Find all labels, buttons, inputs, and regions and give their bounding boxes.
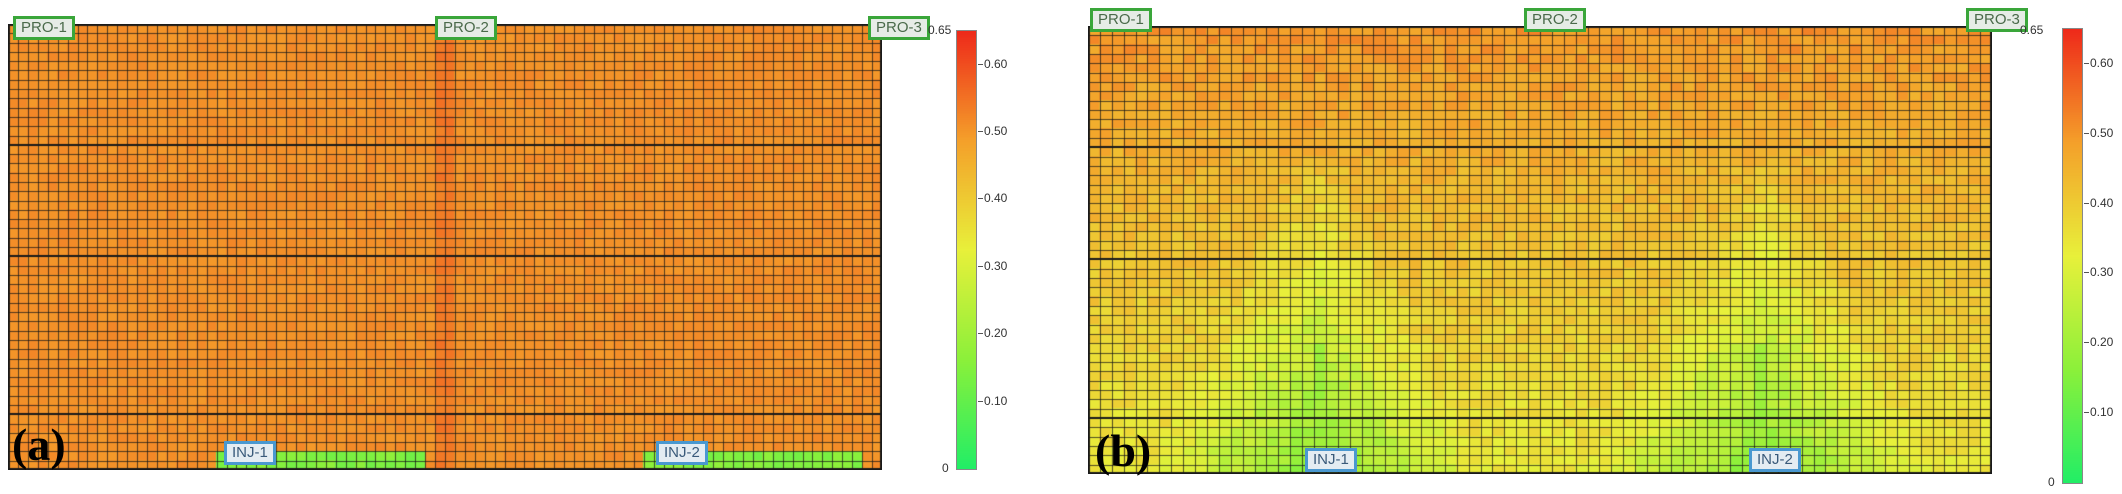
well-inj-1-a: INJ-1 <box>224 441 276 465</box>
panel-b: PRO-1 PRO-2 PRO-3 INJ-1 INJ-2 (b) 0.65 0… <box>1080 0 2122 494</box>
well-inj-2-a: INJ-2 <box>656 441 708 465</box>
well-pro-2-a: PRO-2 <box>435 16 497 40</box>
colorbar-max-label-a: 0.65 <box>928 23 952 37</box>
well-inj-1-b: INJ-1 <box>1305 448 1357 472</box>
colorbar-tick-a: 0.30 <box>977 258 1008 273</box>
well-inj-2-b: INJ-2 <box>1749 448 1801 472</box>
panel-a: PRO-1 PRO-2 PRO-3 INJ-1 INJ-2 (a) 0.65 0… <box>0 0 1007 494</box>
panel-label-a: (a) <box>12 419 66 470</box>
colorbar-tick-a: 0.10 <box>977 393 1008 408</box>
porosity-grid-b <box>1088 26 1992 474</box>
colorbar-tick-b: 0.40 <box>2083 195 2114 210</box>
colorbar-min-label-b: 0 <box>2048 475 2055 489</box>
well-pro-1-a: PRO-1 <box>13 16 75 40</box>
colorbar-tick-b: 0.60 <box>2083 55 2114 70</box>
grid-canvas-b <box>1088 26 1992 474</box>
well-pro-3-b: PRO-3 <box>1966 8 2028 32</box>
well-pro-1-b: PRO-1 <box>1090 8 1152 32</box>
colorbar-canvas-a <box>957 31 976 469</box>
well-pro-3-a: PRO-3 <box>868 16 930 40</box>
colorbar-tick-a: 0.50 <box>977 124 1008 139</box>
colorbar-tick-b: 0.30 <box>2083 265 2114 280</box>
colorbar-tick-b: 0.50 <box>2083 125 2114 140</box>
colorbar-a <box>956 30 977 470</box>
grid-canvas-a <box>8 24 882 470</box>
colorbar-tick-b: 0.20 <box>2083 335 2114 350</box>
colorbar-b <box>2062 28 2083 484</box>
well-pro-2-b: PRO-2 <box>1524 8 1586 32</box>
colorbar-max-label-b: 0.65 <box>2020 23 2044 37</box>
colorbar-tick-a: 0.60 <box>977 56 1008 71</box>
panel-label-b: (b) <box>1095 425 1152 476</box>
colorbar-tick-a: 0.40 <box>977 191 1008 206</box>
colorbar-min-label-a: 0 <box>942 461 949 475</box>
porosity-grid-a <box>8 24 882 470</box>
colorbar-tick-a: 0.20 <box>977 326 1008 341</box>
colorbar-canvas-b <box>2063 29 2082 483</box>
colorbar-tick-b: 0.10 <box>2083 405 2114 420</box>
